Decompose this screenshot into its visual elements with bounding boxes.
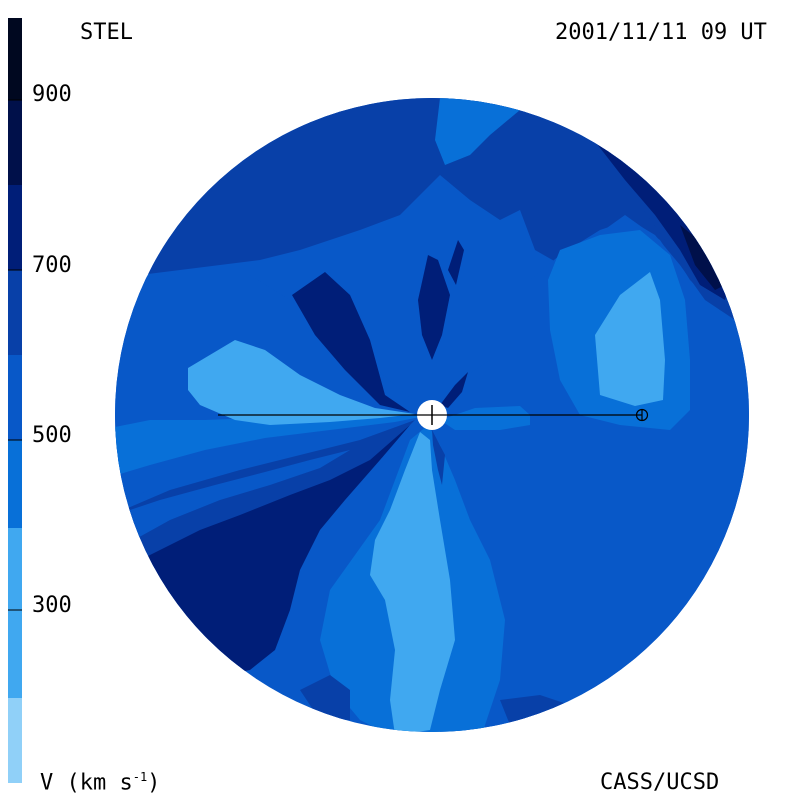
header-right-label: 2001/11/11 09 UT [555, 20, 767, 45]
colorbar-band-400 [8, 440, 22, 528]
header-left-label: STEL [80, 20, 133, 45]
colorbar-label-700: 700 [32, 253, 72, 278]
contour-400-left-wing [115, 413, 425, 480]
contour-400-right-wing [440, 406, 530, 430]
contour-500-lower-left-lobe [115, 450, 350, 560]
contour-700-center-spike [418, 255, 450, 360]
footer-left-label: V (km s-1) [40, 770, 160, 795]
colorbar-band-600 [8, 270, 22, 355]
colorbar-band-900 [8, 18, 22, 100]
colorbar-band-lightest [8, 698, 22, 783]
colorbar-band-500 [8, 355, 22, 440]
contour-300-lower-center [370, 432, 455, 732]
velocity-unit-label: V (km s [40, 770, 133, 796]
contour-800-right-streak [680, 225, 725, 290]
earth-icon [635, 408, 649, 422]
contour-300-right-blob-top [595, 272, 665, 406]
contour-400-top [435, 98, 520, 165]
colorbar [8, 18, 22, 783]
colorbar-band-700 [8, 185, 22, 270]
contour-700-near-sun [440, 372, 468, 408]
colorbar-label-300: 300 [32, 593, 72, 618]
colorbar-label-900: 900 [32, 82, 72, 107]
velocity-unit-close: ) [147, 770, 161, 796]
colorbar-band-300 [8, 528, 22, 698]
footer-right-label: CASS/UCSD [600, 770, 720, 795]
colorbar-band-800 [8, 100, 22, 185]
contour-700-center-spike-2 [448, 240, 464, 285]
contour-700-upper-center [292, 272, 410, 412]
contour-600-spike-below [432, 430, 445, 485]
colorbar-label-500: 500 [32, 423, 72, 448]
contour-300-left-wing [188, 340, 415, 425]
velocity-unit-exponent: -1 [132, 770, 148, 784]
